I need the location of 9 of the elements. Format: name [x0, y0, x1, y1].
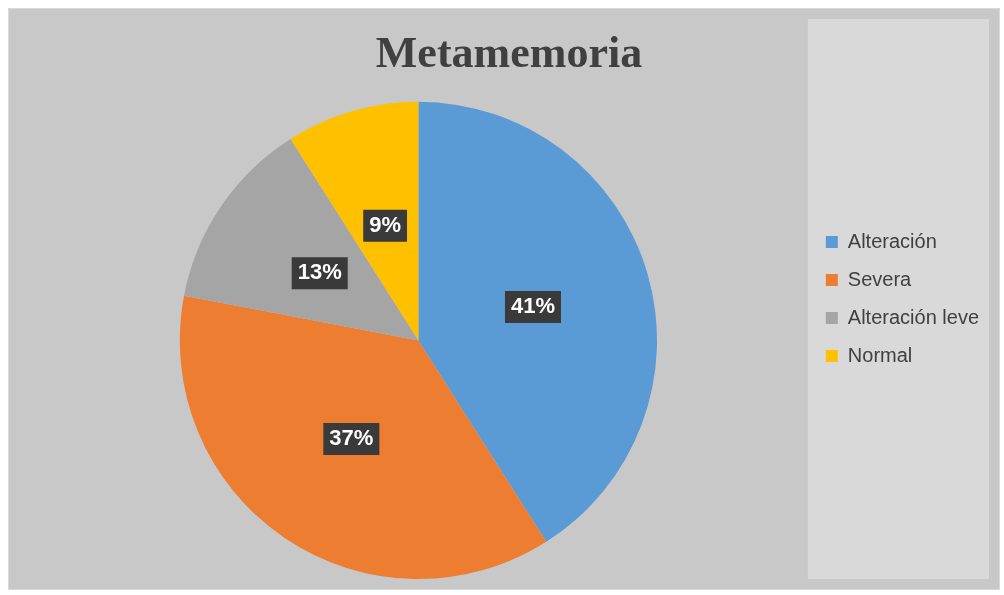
data-label: 13% [297, 259, 342, 285]
legend-label: Alteración [847, 229, 937, 252]
data-label: 37% [329, 425, 374, 451]
data-label: 41% [510, 293, 555, 319]
chart-title: Metamemoria [375, 27, 643, 77]
legend-label: Normal [847, 343, 913, 366]
legend-label: Alteración leve [847, 305, 980, 328]
data-label: 9% [369, 211, 402, 237]
legend-label: Severa [847, 267, 913, 290]
